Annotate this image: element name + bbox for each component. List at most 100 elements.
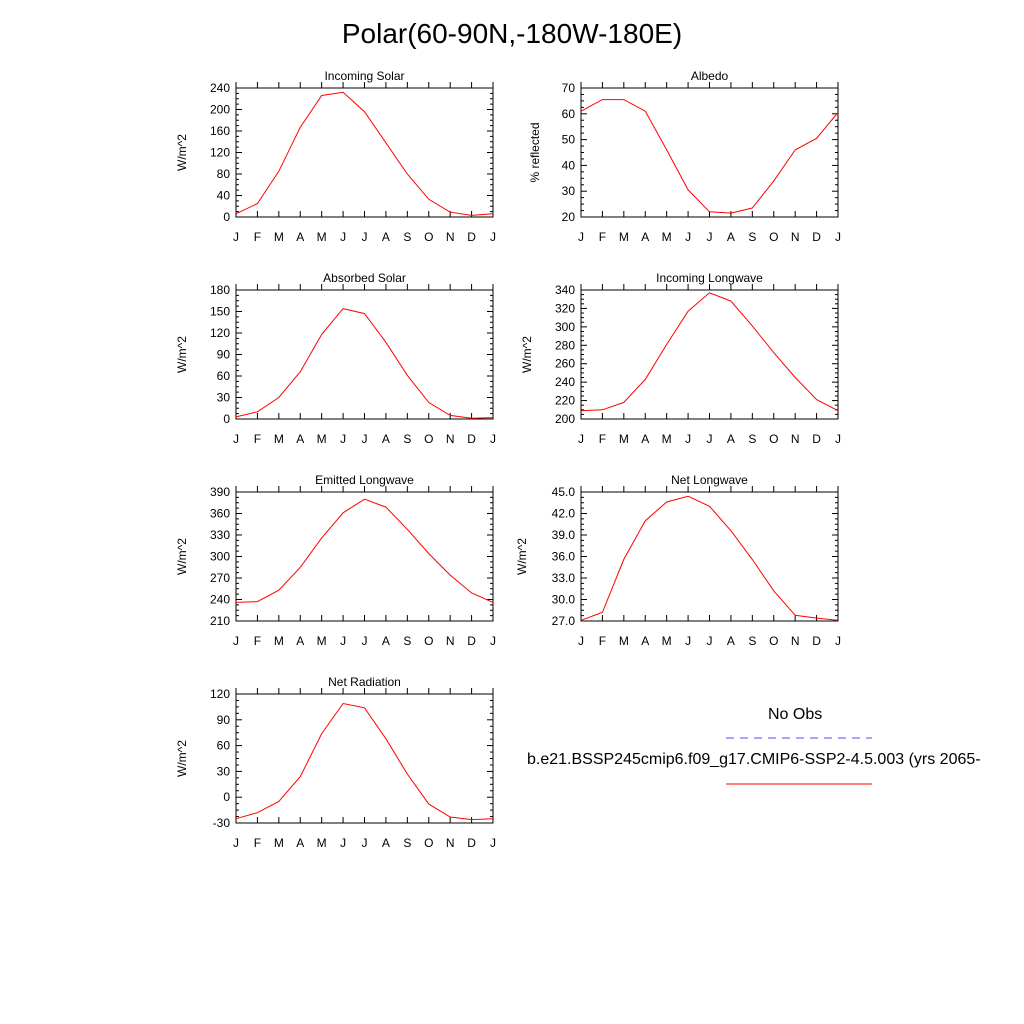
plot6-xtick-label: D [812, 634, 821, 648]
plot6-xtick-label: J [578, 634, 584, 648]
plot1-title: Incoming Solar [324, 69, 404, 83]
plot1-xtick-label: O [424, 230, 433, 244]
plot6-xtick-label: J [707, 634, 713, 648]
plot6-xtick-label: O [769, 634, 778, 648]
plot2-title: Albedo [691, 69, 729, 83]
plot6-xtick-label: N [791, 634, 800, 648]
plot6-xtick-label: A [641, 634, 649, 648]
plot3-xtick-label: M [274, 432, 284, 446]
plot2-xtick-label: J [707, 230, 713, 244]
plot4-xtick-label: D [812, 432, 821, 446]
plot4-ytick-label: 240 [555, 375, 575, 389]
plot4-ytick-label: 300 [555, 320, 575, 334]
plot7-title: Net Radiation [328, 675, 401, 689]
plot5-xtick-label: J [490, 634, 496, 648]
plot3-ytick-label: 90 [217, 348, 231, 362]
plot3-ytick-label: 60 [217, 369, 231, 383]
plot1-xtick-label: A [382, 230, 390, 244]
plot5-xtick-label: N [446, 634, 455, 648]
plot2-xtick-label: M [662, 230, 672, 244]
plot5-ytick-label: 390 [210, 485, 230, 499]
legend-obs-label: No Obs [768, 706, 823, 723]
plot5-xtick-label: O [424, 634, 433, 648]
plot4-ytick-label: 340 [555, 283, 575, 297]
plot7-ytick-label: 30 [217, 764, 231, 778]
plot5-xtick-label: A [296, 634, 304, 648]
plot5-xtick-label: J [362, 634, 368, 648]
plot1-series-model [235, 91, 494, 216]
plot3-ylabel: W/m^2 [175, 336, 189, 373]
plot2-ytick-label: 20 [562, 210, 576, 224]
plot7-ylabel: W/m^2 [175, 740, 189, 777]
plot3-xtick-label: J [490, 432, 496, 446]
plot5-xtick-label: F [254, 634, 261, 648]
plot1-ytick-label: 120 [210, 146, 230, 160]
plot6-title: Net Longwave [671, 473, 748, 487]
plot4-xtick-label: F [599, 432, 606, 446]
plot2-xtick-label: D [812, 230, 821, 244]
plot2-xtick-label: S [748, 230, 756, 244]
plot1-ytick-label: 0 [223, 210, 230, 224]
plot2-ylabel: % reflected [528, 122, 542, 182]
plot1-xtick-label: J [340, 230, 346, 244]
plot4-ytick-label: 280 [555, 338, 575, 352]
plot1-ytick-label: 240 [210, 81, 230, 95]
plot1-ytick-label: 200 [210, 103, 230, 117]
plot5-series-model [235, 498, 494, 603]
plot4-series-model [580, 292, 839, 412]
plot7-xtick-label: A [382, 836, 390, 850]
plot2-ytick-label: 50 [562, 133, 576, 147]
plot1-xtick-label: J [362, 230, 368, 244]
plot5-xtick-label: J [340, 634, 346, 648]
plot2-xtick-label: N [791, 230, 800, 244]
plot6-ytick-label: 27.0 [552, 614, 576, 628]
plot5-ytick-label: 240 [210, 593, 230, 607]
plot7-xtick-label: S [403, 836, 411, 850]
plot5-title: Emitted Longwave [315, 473, 414, 487]
plot3-xtick-label: J [362, 432, 368, 446]
plot1-xtick-label: S [403, 230, 411, 244]
plot5-ytick-label: 270 [210, 571, 230, 585]
plot2-xtick-label: M [619, 230, 629, 244]
plot1-xtick-label: J [233, 230, 239, 244]
plot4-xtick-label: J [685, 432, 691, 446]
plot3-xtick-label: S [403, 432, 411, 446]
plot7-ytick-label: 120 [210, 687, 230, 701]
plot7-xtick-label: J [340, 836, 346, 850]
plot6-ytick-label: 45.0 [552, 485, 576, 499]
plot1-frame [235, 87, 494, 218]
plot3-ytick-label: 180 [210, 283, 230, 297]
plot4-xtick-label: J [578, 432, 584, 446]
plot5-ylabel: W/m^2 [175, 538, 189, 575]
plot6-xtick-label: M [619, 634, 629, 648]
plot3-ytick-label: 150 [210, 305, 230, 319]
plot1-ytick-label: 80 [217, 167, 231, 181]
plot6-ytick-label: 33.0 [552, 571, 576, 585]
plot3-xtick-label: M [317, 432, 327, 446]
plot3-xtick-label: F [254, 432, 261, 446]
plot7-xtick-label: M [317, 836, 327, 850]
plot5-ytick-label: 210 [210, 614, 230, 628]
plot4-title: Incoming Longwave [656, 271, 763, 285]
plot5-ytick-label: 300 [210, 550, 230, 564]
plot2-xtick-label: O [769, 230, 778, 244]
plot6-frame [580, 491, 839, 622]
plot1-ytick-label: 40 [217, 189, 231, 203]
plot5-xtick-label: M [317, 634, 327, 648]
plot2-xtick-label: F [599, 230, 606, 244]
plot6-ytick-label: 39.0 [552, 528, 576, 542]
plot2-ytick-label: 30 [562, 184, 576, 198]
plot3-ytick-label: 120 [210, 326, 230, 340]
plot7-xtick-label: O [424, 836, 433, 850]
plot4-ytick-label: 200 [555, 412, 575, 426]
plot3-xtick-label: J [233, 432, 239, 446]
plot1-ytick-label: 160 [210, 124, 230, 138]
plot4-xtick-label: O [769, 432, 778, 446]
plot3-ytick-label: 0 [223, 412, 230, 426]
plot6-xtick-label: F [599, 634, 606, 648]
plot5-xtick-label: A [382, 634, 390, 648]
plot5-xtick-label: J [233, 634, 239, 648]
plot5-frame [235, 491, 494, 622]
plot2-ytick-label: 70 [562, 81, 576, 95]
plot4-xtick-label: M [619, 432, 629, 446]
